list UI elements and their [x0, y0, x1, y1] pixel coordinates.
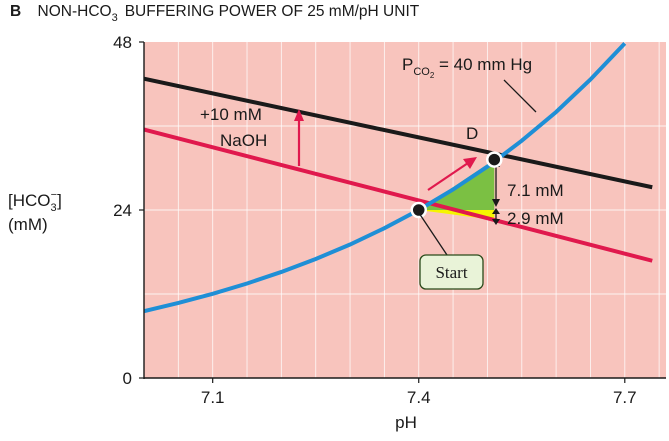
chart-title: B NON-HCO3 BUFFERING POWER OF 25 mM/pH UN…	[10, 3, 420, 24]
naoh-arrow	[294, 109, 304, 166]
yellow-region	[418, 210, 495, 220]
path-arrow	[427, 157, 477, 191]
y-axis-label: [HCO3−]	[8, 189, 62, 214]
naoh-line1: +10 mM	[200, 105, 262, 124]
tick-labels: 7.1 7.4 7.7 0 24 48	[113, 33, 637, 407]
y-axis-units: (mM)	[8, 215, 48, 234]
pco2-label: PCO2 = 40 mm Hg	[402, 55, 532, 80]
start-label: Start	[435, 263, 467, 282]
title-sub: 3	[112, 12, 118, 24]
x-tick-label: 7.4	[407, 388, 431, 407]
delta-yellow-label: 2.9 mM	[507, 209, 564, 228]
y-tick-label: 0	[123, 369, 132, 388]
y-tick-label: 24	[113, 201, 132, 220]
x-tick-label: 7.1	[201, 388, 225, 407]
data-point-0	[410, 201, 427, 219]
panel-letter: B	[10, 3, 21, 20]
y-tick-label: 48	[113, 33, 132, 52]
data-point-1	[486, 151, 503, 168]
x-tick-label: 7.7	[613, 388, 637, 407]
series-line-2	[144, 42, 627, 314]
delta-yellow-marker	[492, 208, 500, 225]
point-d-label: D	[466, 124, 478, 143]
x-axis-label: pH	[395, 413, 417, 432]
start-box	[419, 254, 484, 290]
pco2-leader-line	[503, 79, 537, 113]
title-suffix: BUFFERING POWER OF 25 mM/pH UNIT	[125, 3, 420, 20]
data-points	[410, 151, 503, 219]
title-prefix: NON-HCO	[38, 3, 112, 20]
series-line-1	[144, 127, 653, 263]
axes	[139, 41, 666, 383]
start-callout: Start	[416, 209, 484, 290]
naoh-line2: NaOH	[220, 131, 267, 150]
series-line-0	[144, 76, 653, 190]
series-lines	[144, 42, 653, 314]
delta-green-label: 7.1 mM	[507, 181, 564, 200]
